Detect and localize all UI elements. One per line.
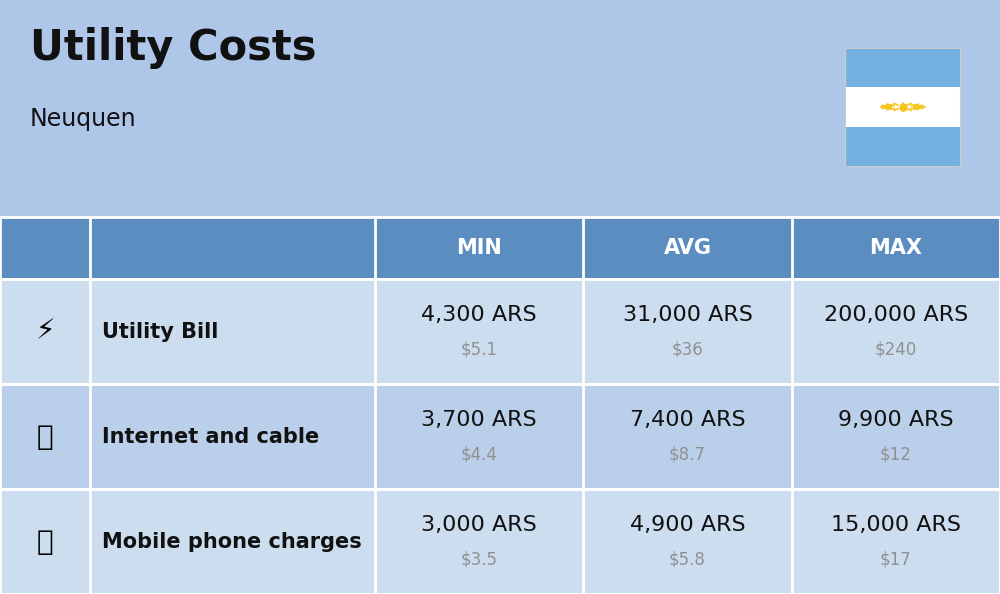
Text: 15,000 ARS: 15,000 ARS bbox=[831, 515, 961, 535]
Text: AVG: AVG bbox=[664, 238, 712, 258]
Text: 3,700 ARS: 3,700 ARS bbox=[421, 410, 537, 430]
FancyBboxPatch shape bbox=[0, 489, 1000, 594]
Text: MAX: MAX bbox=[869, 238, 922, 258]
Text: 4,300 ARS: 4,300 ARS bbox=[421, 305, 537, 325]
Text: $5.8: $5.8 bbox=[669, 551, 706, 568]
Text: Mobile phone charges: Mobile phone charges bbox=[102, 532, 362, 552]
FancyBboxPatch shape bbox=[0, 384, 1000, 489]
Text: 9,900 ARS: 9,900 ARS bbox=[838, 410, 954, 430]
FancyBboxPatch shape bbox=[845, 48, 960, 87]
Text: ⚡: ⚡ bbox=[35, 318, 55, 346]
Text: Neuquen: Neuquen bbox=[30, 107, 137, 131]
Text: $240: $240 bbox=[875, 340, 917, 358]
Text: 7,400 ARS: 7,400 ARS bbox=[630, 410, 745, 430]
Text: $17: $17 bbox=[880, 551, 912, 568]
FancyBboxPatch shape bbox=[0, 217, 1000, 279]
Text: 📱: 📱 bbox=[37, 527, 53, 555]
Text: $36: $36 bbox=[672, 340, 703, 358]
Text: $8.7: $8.7 bbox=[669, 446, 706, 463]
Text: MIN: MIN bbox=[456, 238, 502, 258]
Text: $12: $12 bbox=[880, 446, 912, 463]
Text: 📡: 📡 bbox=[37, 422, 53, 451]
Text: Utility Costs: Utility Costs bbox=[30, 27, 316, 69]
Text: $5.1: $5.1 bbox=[461, 340, 498, 358]
Text: Internet and cable: Internet and cable bbox=[102, 426, 319, 447]
Text: $4.4: $4.4 bbox=[461, 446, 498, 463]
FancyBboxPatch shape bbox=[11, 298, 79, 365]
Text: 3,000 ARS: 3,000 ARS bbox=[421, 515, 537, 535]
Text: 200,000 ARS: 200,000 ARS bbox=[824, 305, 968, 325]
FancyBboxPatch shape bbox=[11, 403, 79, 470]
Text: 31,000 ARS: 31,000 ARS bbox=[623, 305, 752, 325]
FancyBboxPatch shape bbox=[0, 279, 1000, 384]
FancyBboxPatch shape bbox=[845, 127, 960, 166]
FancyBboxPatch shape bbox=[845, 87, 960, 127]
Text: $3.5: $3.5 bbox=[461, 551, 498, 568]
Text: 4,900 ARS: 4,900 ARS bbox=[630, 515, 745, 535]
Text: Utility Bill: Utility Bill bbox=[102, 321, 218, 342]
FancyBboxPatch shape bbox=[11, 508, 79, 575]
